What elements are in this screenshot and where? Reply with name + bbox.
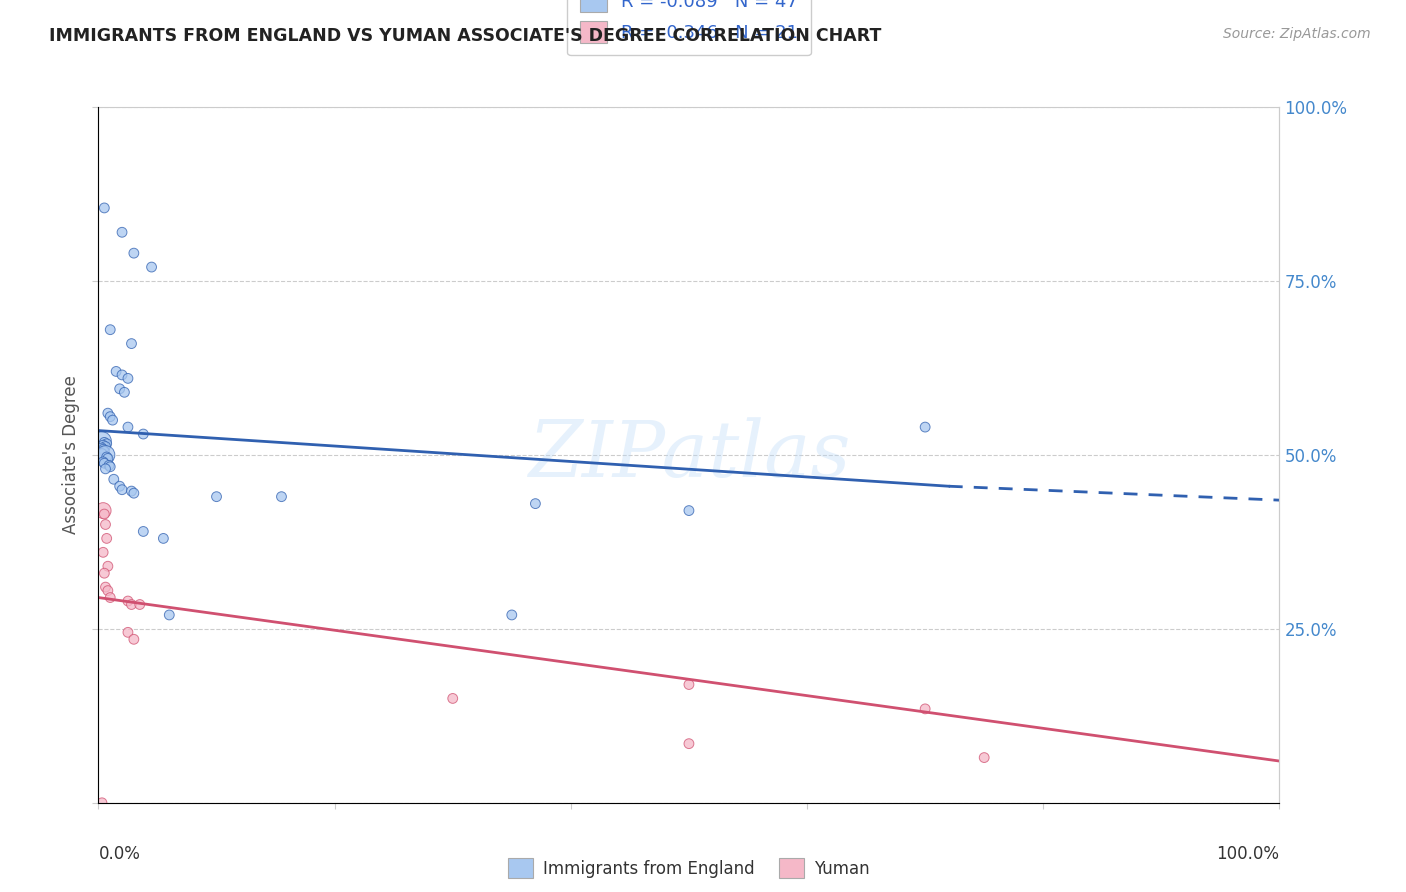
Text: IMMIGRANTS FROM ENGLAND VS YUMAN ASSOCIATE'S DEGREE CORRELATION CHART: IMMIGRANTS FROM ENGLAND VS YUMAN ASSOCIA… [49,27,882,45]
Point [205,490,228,504]
Point [96,437,118,451]
Point [98,459,121,474]
Point [93,507,115,521]
Point [96,450,118,464]
Text: 100.0%: 100.0% [1216,845,1279,863]
Point [122,632,145,647]
Point [94,440,117,454]
Point [524,497,547,511]
Point [98,458,121,473]
Point [101,413,124,427]
Point [132,524,155,539]
Point [98,323,121,337]
Legend: Immigrants from England, Yuman: Immigrants from England, Yuman [501,851,877,885]
Text: ZIPatlas: ZIPatlas [527,417,851,493]
Point [111,225,134,239]
Point [96,532,118,546]
Point [91,434,114,448]
Point [112,385,135,400]
Point [98,409,121,424]
Point [128,598,150,612]
Point [973,750,995,764]
Point [94,462,117,476]
Point [91,455,114,469]
Point [117,625,139,640]
Point [94,580,117,594]
Point [91,442,114,457]
Point [152,532,174,546]
Point [441,691,464,706]
Point [91,796,114,810]
Point [117,371,139,385]
Point [98,591,121,605]
Point [157,607,180,622]
Point [91,545,114,559]
Point [121,336,143,351]
Point [97,559,120,574]
Point [108,479,131,493]
Point [678,503,700,517]
Point [678,737,700,751]
Point [93,201,115,215]
Point [91,503,114,517]
Point [103,472,125,486]
Point [93,435,115,450]
Point [678,677,700,691]
Point [97,451,120,466]
Point [270,490,292,504]
Point [91,438,114,452]
Point [91,441,114,455]
Point [141,260,163,274]
Point [117,420,139,434]
Text: Source: ZipAtlas.com: Source: ZipAtlas.com [1223,27,1371,41]
Text: 0.0%: 0.0% [98,845,141,863]
Point [121,484,143,499]
Point [121,598,143,612]
Point [93,456,115,470]
Point [132,427,155,442]
Point [914,420,936,434]
Point [93,444,115,458]
Point [91,446,114,460]
Point [108,382,131,396]
Point [122,486,145,500]
Point [94,517,117,532]
Point [122,246,145,260]
Point [914,702,936,716]
Y-axis label: Associate's Degree: Associate's Degree [62,376,80,534]
Point [117,594,139,608]
Point [97,583,120,598]
Point [111,483,134,497]
Point [501,607,523,622]
Point [105,364,128,378]
Point [94,448,117,462]
Point [93,566,115,581]
Point [97,406,120,420]
Point [111,368,134,382]
